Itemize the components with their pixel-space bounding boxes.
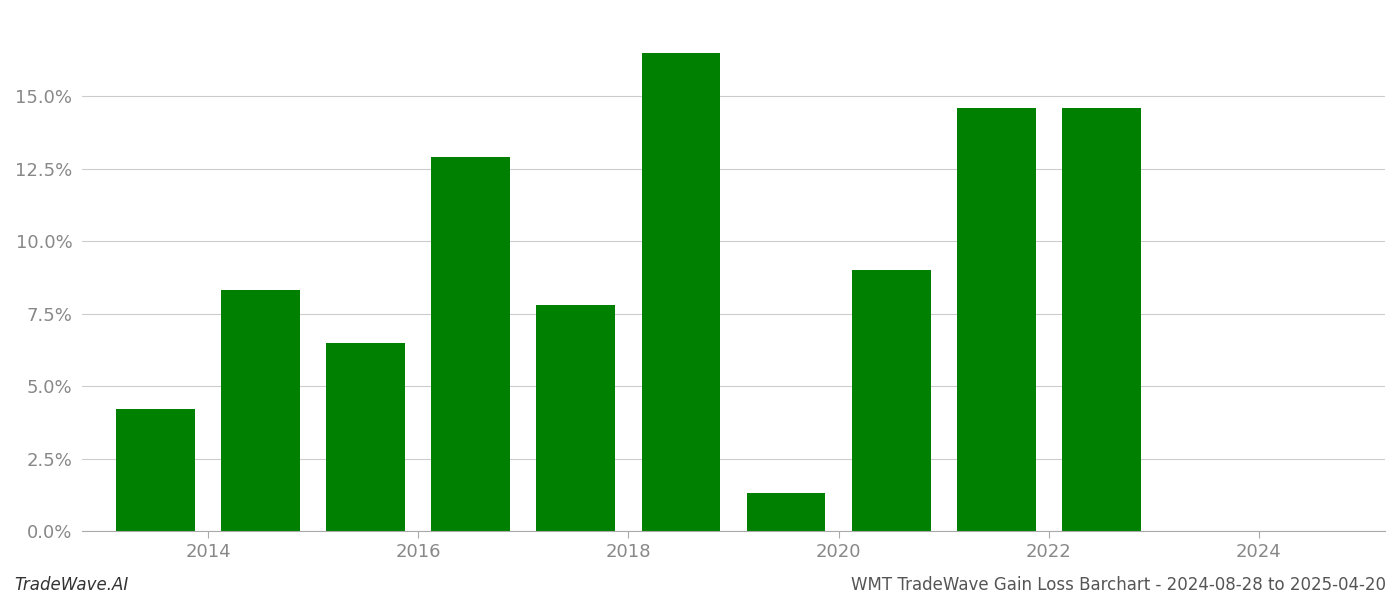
Bar <box>746 493 826 531</box>
Bar <box>1061 108 1141 531</box>
Bar <box>326 343 405 531</box>
Bar <box>431 157 510 531</box>
Text: TradeWave.AI: TradeWave.AI <box>14 576 129 594</box>
Bar <box>956 108 1036 531</box>
Bar <box>536 305 615 531</box>
Bar <box>116 409 195 531</box>
Bar <box>851 270 931 531</box>
Bar <box>221 290 300 531</box>
Bar <box>641 53 721 531</box>
Text: WMT TradeWave Gain Loss Barchart - 2024-08-28 to 2025-04-20: WMT TradeWave Gain Loss Barchart - 2024-… <box>851 576 1386 594</box>
